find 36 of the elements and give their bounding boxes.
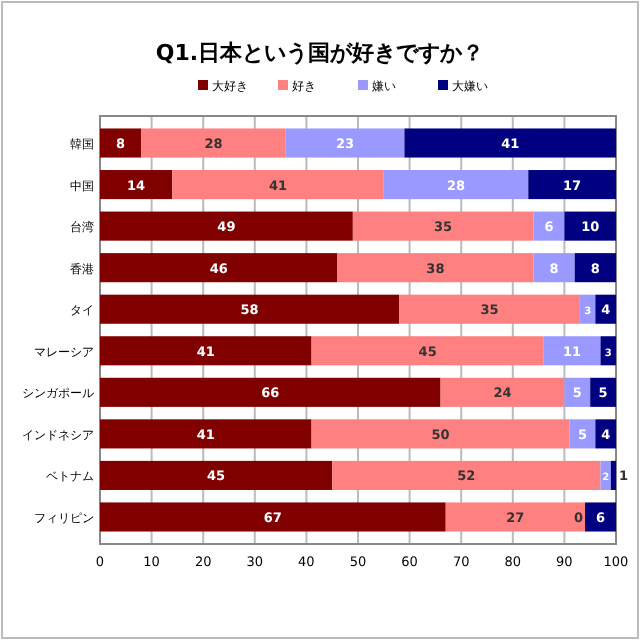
bar [533,211,565,241]
bar [100,460,333,490]
bar [100,294,400,324]
bar [172,170,384,200]
bar [404,128,616,158]
bar [100,502,446,532]
chart-title: Q1.日本という国が好きですか？ [155,40,485,66]
bar [100,128,142,158]
bar [564,211,616,241]
bar [383,170,529,200]
bar [543,336,601,366]
bar [533,253,575,283]
bar [100,170,173,200]
bar [285,128,405,158]
bar [337,253,534,283]
bar [590,377,616,407]
bar [311,419,570,449]
bar [574,253,616,283]
bar [100,253,338,283]
bar [585,502,616,532]
bar [528,170,616,200]
bar [100,336,312,366]
bar [100,211,353,241]
bar [564,377,591,407]
bar [141,128,286,158]
bar [595,419,616,449]
bar [440,377,565,407]
bar [311,336,544,366]
bar [399,294,580,324]
bar [352,211,534,241]
bar [100,377,441,407]
bar [595,294,616,324]
bar [332,460,601,490]
bar [445,502,586,532]
bar [610,460,616,490]
bar [100,419,312,449]
